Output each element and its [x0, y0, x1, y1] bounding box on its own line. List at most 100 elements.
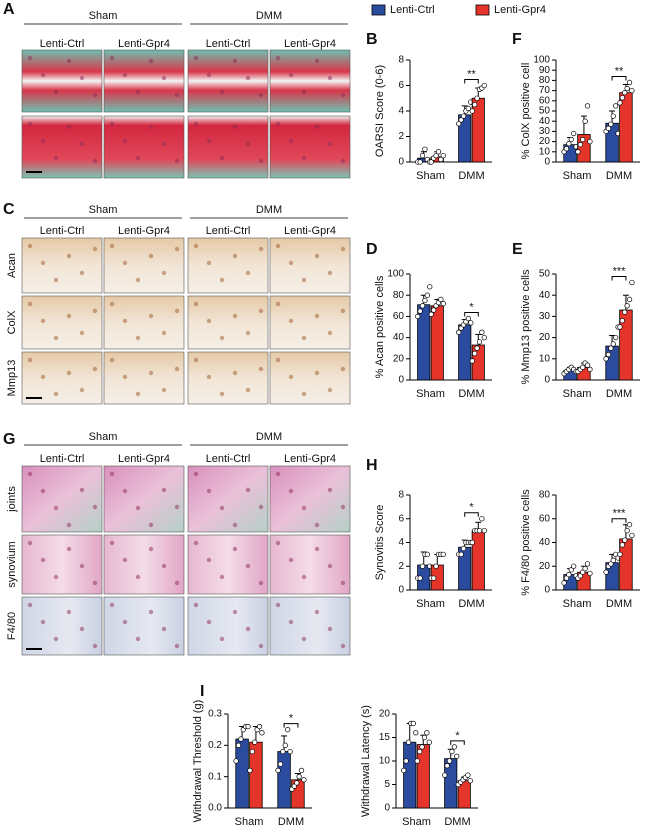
y-tick-label: 0: [384, 803, 390, 814]
y-tick-label: 20: [393, 353, 405, 364]
column-label: Lenti-Ctrl: [40, 225, 85, 237]
data-point: [624, 85, 630, 92]
data-point: [433, 152, 439, 159]
micrograph: [21, 534, 103, 595]
data-point: [277, 761, 284, 767]
sig-bracket: [464, 312, 479, 317]
cell: [193, 55, 199, 61]
cell: [288, 260, 294, 266]
cell: [232, 253, 238, 259]
micrograph: [103, 351, 185, 405]
data-point: [584, 103, 591, 109]
y-tick-label: 0.0: [208, 803, 222, 814]
cell: [219, 155, 225, 161]
cell: [79, 626, 85, 632]
cell: [135, 335, 141, 341]
bar: [605, 345, 619, 381]
data-point: [419, 152, 426, 159]
cell: [135, 636, 141, 642]
y-tick-label: 8: [398, 55, 404, 66]
data-point: [608, 561, 614, 567]
micrograph: [187, 596, 269, 656]
cell: [135, 505, 141, 511]
cell: [148, 370, 154, 376]
y-tick-label: 50: [539, 106, 551, 117]
cell: [219, 636, 225, 642]
data-point: [563, 575, 570, 581]
row-label: synovium: [6, 541, 18, 587]
data-point: [419, 744, 425, 750]
cell: [174, 643, 180, 649]
data-point: [571, 130, 577, 137]
y-tick-label: 6: [398, 513, 404, 524]
y-tick-label: 20: [539, 332, 551, 343]
cell: [340, 580, 346, 586]
data-point: [446, 758, 453, 764]
data-point: [424, 551, 430, 558]
column-label: Lenti-Gpr4: [118, 453, 170, 465]
data-point: [474, 95, 480, 101]
bar: [430, 305, 444, 381]
y-tick-label: 10: [539, 353, 551, 364]
data-point: [605, 125, 612, 131]
y-tick-label: 80: [393, 290, 405, 301]
cell: [174, 366, 180, 372]
cell: [40, 374, 46, 380]
cell: [92, 366, 98, 372]
data-point: [413, 730, 419, 736]
x-tick-label: DMM: [606, 388, 632, 400]
data-point: [438, 156, 444, 163]
column-label: Lenti-Ctrl: [206, 38, 251, 50]
cell: [206, 260, 212, 266]
cell: [275, 301, 281, 307]
x-tick-label: Sham: [563, 170, 592, 182]
y-tick-label: 50: [539, 269, 551, 280]
column-label: Lenti-Gpr4: [284, 453, 336, 465]
cell: [258, 643, 264, 649]
data-point: [233, 758, 239, 764]
cell: [122, 557, 128, 563]
cell: [135, 155, 141, 161]
data-point: [433, 563, 439, 569]
cell: [122, 72, 128, 78]
cell: [219, 277, 225, 283]
cell: [174, 158, 180, 164]
data-point: [584, 362, 591, 368]
data-point: [301, 777, 307, 783]
cell: [206, 138, 212, 144]
data-point: [626, 522, 633, 528]
data-point: [603, 569, 609, 575]
sig-label: *: [289, 713, 294, 725]
micrograph: [103, 596, 185, 656]
data-point: [249, 748, 255, 755]
data-point: [587, 570, 593, 577]
cell: [109, 243, 115, 249]
micrograph: [21, 596, 103, 656]
micrograph: [269, 115, 351, 179]
micrograph: [103, 49, 185, 113]
cell: [109, 602, 115, 608]
micrograph: [187, 49, 269, 113]
cell: [109, 471, 115, 477]
data-point: [479, 329, 485, 335]
sig-label: *: [469, 502, 474, 514]
cell: [288, 557, 294, 563]
group-label: DMM: [256, 10, 282, 22]
cell: [232, 609, 238, 615]
cell: [258, 158, 264, 164]
y-axis-label: % F4/80 positive cells: [520, 489, 532, 596]
legend-swatch: [475, 4, 490, 16]
column-label: Lenti-Gpr4: [284, 225, 336, 237]
cell: [219, 335, 225, 341]
cell: [275, 540, 281, 546]
sig-bracket: [464, 512, 479, 517]
panel-letter: F: [512, 31, 522, 48]
panel-letter: D: [366, 241, 378, 258]
cell: [161, 141, 167, 147]
panel-letter: G: [3, 431, 15, 448]
cell: [79, 487, 85, 493]
data-point: [440, 301, 446, 307]
cell: [92, 643, 98, 649]
cell: [161, 487, 167, 493]
data-point: [481, 82, 487, 89]
